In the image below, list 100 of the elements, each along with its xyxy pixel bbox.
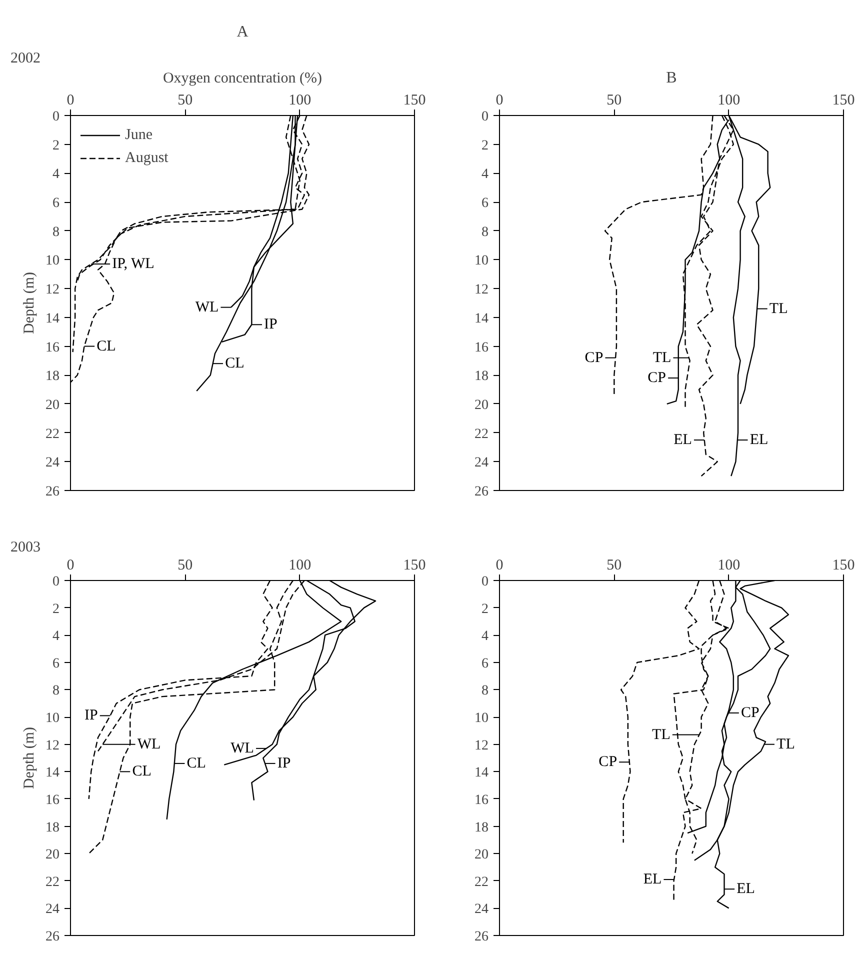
y-tick-label: 10 bbox=[474, 711, 488, 726]
y-tick-label: 24 bbox=[46, 902, 60, 918]
y-tick-label: 14 bbox=[46, 766, 60, 781]
y-tick-label: 24 bbox=[474, 456, 488, 471]
x-tick-label: 0 bbox=[66, 92, 74, 108]
y-tick-label: 6 bbox=[482, 656, 488, 672]
y-tick-label: 16 bbox=[474, 792, 488, 808]
legend-label: August bbox=[125, 150, 168, 166]
y-tick-label: 8 bbox=[52, 224, 60, 240]
y-tick-label: 4 bbox=[482, 167, 488, 182]
y-tick-label: 26 bbox=[46, 930, 60, 944]
y-tick-label: 20 bbox=[46, 398, 60, 413]
x-tick-label: 100 bbox=[718, 558, 740, 574]
annotation: WL bbox=[230, 740, 254, 756]
y-tick-label: 20 bbox=[474, 848, 488, 863]
y-tick-label: 14 bbox=[474, 311, 488, 326]
y-tick-label: 8 bbox=[482, 224, 488, 240]
y-tick-label: 12 bbox=[474, 738, 488, 754]
annotation: CL bbox=[186, 755, 206, 772]
y-tick-label: 24 bbox=[46, 456, 60, 471]
y-tick-label: 26 bbox=[474, 930, 488, 944]
y-tick-label: 0 bbox=[52, 574, 60, 590]
y-tick-label: 2 bbox=[52, 602, 60, 617]
annotation: CL bbox=[96, 338, 116, 354]
y-tick-label: 12 bbox=[474, 282, 488, 298]
y-tick-label: 18 bbox=[46, 820, 60, 836]
y-tick-label: 22 bbox=[46, 426, 60, 442]
annotation: CL bbox=[225, 356, 244, 372]
annotation: TL bbox=[776, 736, 795, 752]
annotation: TL bbox=[652, 726, 670, 743]
annotation: IP, WL bbox=[112, 256, 154, 272]
y-tick-label: 6 bbox=[52, 196, 60, 212]
annotation: TL bbox=[769, 300, 788, 317]
y-tick-label: 16 bbox=[474, 340, 488, 356]
y-tick-label: 10 bbox=[46, 711, 60, 726]
annotation: CP bbox=[740, 704, 760, 721]
x-tick-label: 100 bbox=[288, 92, 312, 108]
x-tick-label: 0 bbox=[66, 558, 74, 574]
y-tick-label: 18 bbox=[46, 369, 60, 384]
x-axis-title: Oxygen concentration (%) bbox=[162, 70, 322, 86]
y-axis-title: Depth (m) bbox=[22, 726, 38, 790]
chart-subtitle: 2003 bbox=[10, 540, 40, 556]
y-tick-label: 4 bbox=[482, 629, 488, 644]
annotation: WL bbox=[195, 299, 219, 316]
annotation: EL bbox=[643, 872, 662, 888]
x-tick-label: 100 bbox=[288, 558, 312, 574]
y-tick-label: 22 bbox=[46, 874, 60, 890]
y-tick-label: 2 bbox=[482, 602, 488, 617]
y-tick-label: 12 bbox=[46, 738, 60, 754]
y-tick-label: 6 bbox=[482, 196, 488, 212]
y-tick-label: 16 bbox=[46, 340, 60, 356]
chart-title: B bbox=[666, 70, 677, 86]
x-tick-label: 0 bbox=[496, 92, 504, 108]
annotation: CL bbox=[132, 764, 152, 780]
x-tick-label: 150 bbox=[832, 558, 855, 574]
x-tick-label: 50 bbox=[606, 92, 622, 108]
x-tick-label: 150 bbox=[832, 92, 855, 108]
annotation: CP bbox=[584, 350, 604, 366]
y-tick-label: 26 bbox=[46, 484, 60, 500]
y-axis-title: Depth (m) bbox=[22, 272, 38, 334]
chart-title: A bbox=[236, 24, 249, 40]
annotation: CP bbox=[648, 370, 666, 386]
y-tick-label: 18 bbox=[474, 369, 488, 384]
y-tick-label: 14 bbox=[46, 311, 60, 326]
chart-subtitle: 2002 bbox=[10, 50, 40, 66]
y-tick-label: 0 bbox=[52, 110, 60, 124]
annotation: TL bbox=[652, 350, 672, 366]
y-tick-label: 8 bbox=[482, 684, 488, 699]
legend-label: June bbox=[125, 126, 152, 144]
annotation: IP bbox=[84, 708, 98, 724]
annotation: CP bbox=[598, 754, 618, 770]
annotation: EL bbox=[674, 432, 692, 448]
x-tick-label: 150 bbox=[403, 558, 426, 574]
y-tick-label: 24 bbox=[474, 902, 488, 918]
y-tick-label: 2 bbox=[52, 138, 60, 154]
y-tick-label: 4 bbox=[52, 167, 60, 182]
y-tick-label: 16 bbox=[46, 792, 60, 808]
y-tick-label: 2 bbox=[482, 138, 488, 154]
annotation: IP bbox=[277, 755, 291, 772]
x-tick-label: 150 bbox=[403, 92, 426, 108]
y-tick-label: 4 bbox=[52, 629, 60, 644]
y-tick-label: 6 bbox=[52, 656, 60, 672]
x-tick-label: 0 bbox=[496, 558, 504, 574]
y-tick-label: 10 bbox=[46, 254, 60, 269]
x-tick-label: 50 bbox=[606, 558, 622, 574]
x-tick-label: 50 bbox=[178, 558, 193, 574]
x-tick-label: 100 bbox=[718, 92, 740, 108]
annotation: EL bbox=[736, 881, 755, 898]
annotation: EL bbox=[750, 432, 768, 448]
annotation: IP bbox=[264, 316, 278, 333]
y-tick-label: 0 bbox=[482, 110, 488, 124]
y-tick-label: 8 bbox=[52, 684, 60, 699]
x-tick-label: 50 bbox=[178, 92, 193, 108]
y-tick-label: 18 bbox=[474, 820, 488, 836]
y-tick-label: 20 bbox=[474, 398, 488, 413]
y-tick-label: 10 bbox=[474, 254, 488, 269]
y-tick-label: 12 bbox=[46, 282, 60, 298]
y-tick-label: 20 bbox=[46, 848, 60, 863]
y-tick-label: 0 bbox=[482, 574, 488, 590]
y-tick-label: 14 bbox=[474, 766, 488, 781]
